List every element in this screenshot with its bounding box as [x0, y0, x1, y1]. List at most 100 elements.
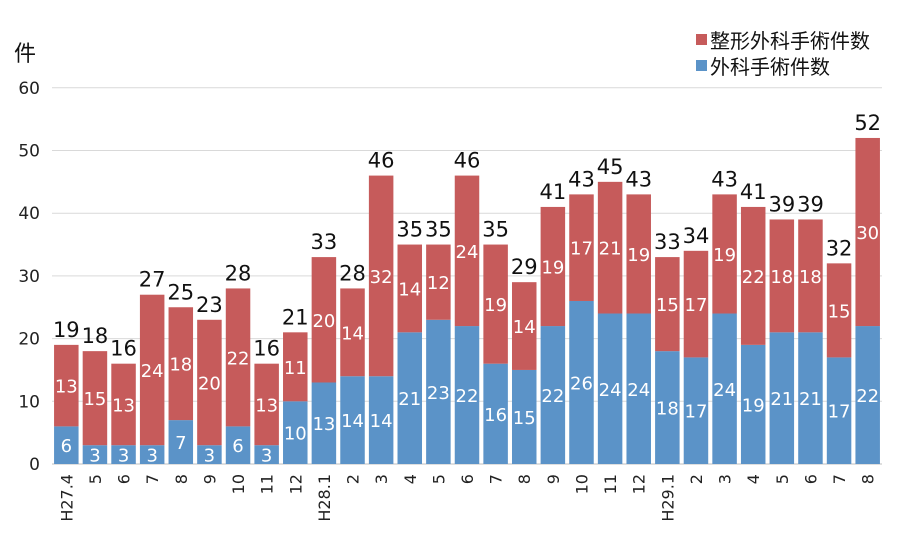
data-label-ortho: 15: [656, 295, 679, 316]
x-tick-label: 7: [487, 474, 506, 484]
x-tick-label: 7: [830, 474, 849, 484]
data-label-ortho: 21: [599, 239, 622, 260]
legend-label-ortho: 整形外科手術件数: [710, 28, 870, 53]
bar-segment-surgery: [597, 313, 623, 464]
bar-segment-ortho: [569, 194, 594, 301]
data-label-ortho: 15: [828, 301, 851, 322]
data-label-surgery: 18: [656, 399, 679, 420]
total-label: 33: [654, 230, 681, 254]
bar-segment-surgery: [769, 332, 795, 464]
data-label-surgery: 3: [204, 446, 215, 467]
bar-segment-surgery: [254, 445, 279, 464]
bar-segment-ortho: [111, 363, 136, 446]
data-label-surgery: 17: [828, 402, 851, 423]
bar-segment-ortho: [540, 206, 566, 327]
y-tick-label: 0: [29, 455, 40, 475]
data-label-ortho: 14: [341, 323, 364, 344]
data-label-ortho: 18: [799, 267, 822, 288]
bar-segment-surgery: [655, 351, 680, 464]
x-tick-label: H27.4: [57, 474, 76, 522]
bar-segment-surgery: [511, 369, 537, 464]
bar-segment-surgery: [311, 382, 337, 464]
total-label: 45: [597, 155, 624, 179]
data-label-ortho: 24: [141, 361, 164, 382]
x-tick-label: 2: [344, 474, 363, 484]
bar-segment-ortho: [397, 244, 423, 333]
x-tick-label: H28.1: [315, 474, 334, 522]
data-label-ortho: 19: [713, 245, 736, 266]
total-label: 39: [768, 192, 795, 216]
bar-segment-surgery: [855, 326, 880, 464]
data-label-ortho: 17: [570, 239, 593, 260]
data-label-ortho: 19: [627, 245, 650, 266]
total-label: 33: [311, 230, 338, 254]
data-label-surgery: 3: [118, 446, 129, 467]
data-label-ortho: 13: [255, 395, 278, 416]
y-axis-unit-label: 件: [14, 42, 37, 67]
y-tick-label: 60: [18, 79, 40, 99]
total-label: 21: [282, 305, 309, 329]
bar-segment-surgery: [283, 401, 308, 464]
x-tick-label: 6: [115, 474, 134, 484]
legend-item-ortho: 整形外科手術件数: [696, 26, 870, 53]
total-label: 34: [683, 224, 710, 248]
data-label-surgery: 19: [742, 395, 765, 416]
x-tick-label: 10: [229, 474, 248, 494]
data-label-ortho: 11: [284, 358, 307, 379]
data-label-ortho: 13: [112, 395, 135, 416]
data-label-ortho: 20: [312, 311, 335, 332]
data-label-surgery: 3: [89, 446, 100, 467]
bar-segment-ortho: [740, 206, 766, 345]
legend: 整形外科手術件数 外科手術件数: [696, 26, 870, 79]
data-label-ortho: 15: [83, 389, 106, 410]
bar-segment-ortho: [597, 181, 623, 314]
total-label: 29: [511, 255, 538, 279]
bar-segment-surgery: [397, 332, 423, 464]
bar-segment-ortho: [283, 332, 308, 402]
data-label-surgery: 26: [570, 373, 593, 394]
bar-segment-ortho: [683, 250, 709, 358]
bar-segment-ortho: [511, 282, 537, 370]
data-label-surgery: 21: [770, 389, 793, 410]
data-label-ortho: 32: [370, 267, 393, 288]
data-label-ortho: 22: [227, 348, 250, 369]
total-label: 46: [454, 149, 481, 173]
bar-segment-ortho: [712, 194, 737, 314]
x-tick-label: 11: [258, 474, 277, 494]
total-label: 41: [539, 180, 566, 204]
total-label: 16: [110, 337, 137, 361]
x-tick-label: 12: [630, 474, 649, 494]
data-label-surgery: 3: [146, 446, 157, 467]
x-tick-label: 6: [801, 474, 820, 484]
data-label-ortho: 12: [427, 273, 450, 294]
data-label-surgery: 22: [456, 386, 479, 407]
data-label-surgery: 22: [856, 386, 879, 407]
x-tick-label: 3: [716, 474, 735, 484]
bar-segment-surgery: [368, 376, 394, 464]
legend-swatch-surgery: [696, 59, 707, 71]
bar-segment-ortho: [54, 344, 79, 427]
total-label: 46: [368, 149, 395, 173]
bar-segment-ortho: [798, 219, 823, 333]
bar-segment-ortho: [426, 244, 451, 320]
bar-segment-surgery: [111, 445, 136, 464]
x-tick-label: 4: [401, 474, 420, 484]
bar-segment-surgery: [569, 300, 594, 464]
bar-segment-surgery: [483, 363, 508, 464]
bar-segment-ortho: [826, 263, 852, 358]
data-label-surgery: 17: [685, 402, 708, 423]
x-tick-label: 10: [572, 474, 591, 494]
x-tick-label: 11: [601, 474, 620, 494]
bar-segment-surgery: [168, 420, 194, 464]
y-tick-label: 40: [18, 204, 40, 224]
x-tick-label: 2: [687, 474, 706, 484]
legend-item-surgery: 外科手術件数: [696, 52, 870, 79]
bar-segment-surgery: [626, 313, 651, 464]
data-label-surgery: 24: [713, 380, 736, 401]
y-tick-label: 50: [18, 142, 40, 162]
total-label: 16: [253, 337, 280, 361]
legend-label-surgery: 外科手術件数: [710, 54, 830, 79]
x-tick-label: 9: [200, 474, 219, 484]
data-label-ortho: 19: [484, 295, 507, 316]
bar-segment-surgery: [683, 357, 709, 464]
